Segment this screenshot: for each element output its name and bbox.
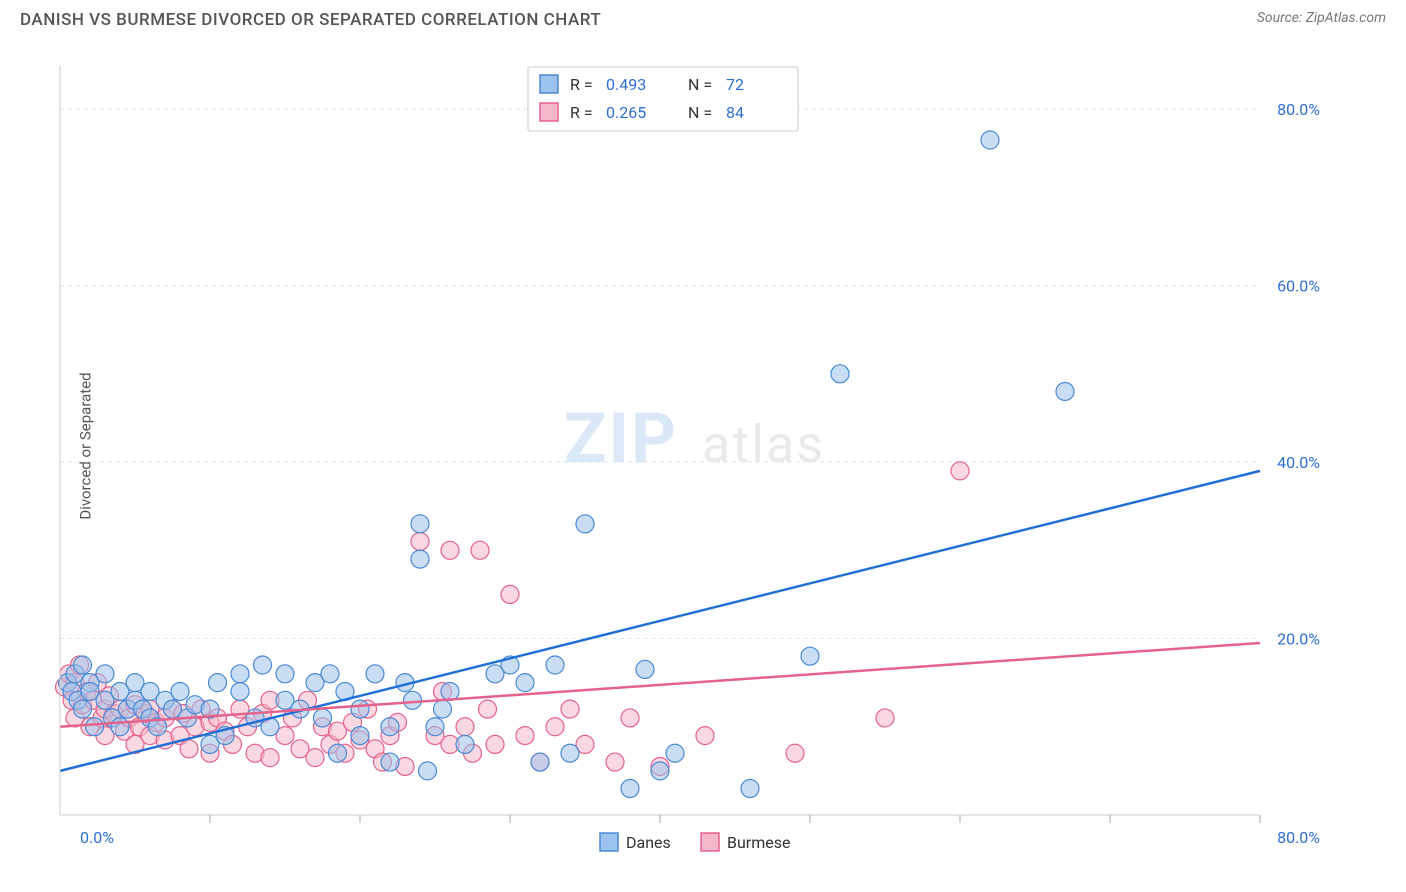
legend-r-value: 0.493 xyxy=(606,75,646,94)
legend-n-label: N = xyxy=(688,103,712,122)
danes-point xyxy=(276,665,294,683)
legend-swatch xyxy=(540,75,558,93)
burmese-point xyxy=(516,727,534,745)
burmese-point xyxy=(696,727,714,745)
y-tick-label: 20.0% xyxy=(1277,630,1320,649)
danes-point xyxy=(404,691,422,709)
burmese-point xyxy=(561,700,579,718)
burmese-point xyxy=(261,749,279,767)
danes-point xyxy=(516,674,534,692)
danes-point xyxy=(801,647,819,665)
danes-point xyxy=(329,744,347,762)
burmese-point xyxy=(456,718,474,736)
burmese-point xyxy=(606,753,624,771)
burmese-point xyxy=(546,718,564,736)
danes-point xyxy=(171,682,189,700)
burmese-point xyxy=(306,749,324,767)
burmese-point xyxy=(951,462,969,480)
danes-point xyxy=(741,780,759,798)
chart-area: 20.0%40.0%60.0%80.0%ZIPatlas0.0%80.0%R =… xyxy=(55,60,1335,830)
legend-r-label: R = xyxy=(570,75,593,94)
danes-point xyxy=(381,718,399,736)
burmese-point xyxy=(411,532,429,550)
y-tick-label: 40.0% xyxy=(1277,453,1320,472)
danes-point xyxy=(621,780,639,798)
y-tick-label: 80.0% xyxy=(1277,100,1320,119)
danes-point xyxy=(74,656,92,674)
y-tick-label: 60.0% xyxy=(1277,277,1320,296)
legend-series-label: Danes xyxy=(626,833,671,852)
danes-point xyxy=(351,727,369,745)
legend-n-value: 72 xyxy=(726,75,744,94)
danes-point xyxy=(351,700,369,718)
watermark: ZIP xyxy=(564,398,678,480)
danes-point xyxy=(74,700,92,718)
legend-r-label: R = xyxy=(570,103,593,122)
danes-point xyxy=(209,674,227,692)
danes-point xyxy=(411,515,429,533)
danes-point xyxy=(231,682,249,700)
danes-point xyxy=(546,656,564,674)
legend-n-value: 84 xyxy=(726,103,744,122)
x-tick-label: 0.0% xyxy=(80,828,114,847)
danes-point xyxy=(651,762,669,780)
danes-point xyxy=(636,660,654,678)
danes-point xyxy=(111,718,129,736)
danes-point xyxy=(426,718,444,736)
x-tick-label: 80.0% xyxy=(1277,828,1320,847)
danes-point xyxy=(231,665,249,683)
danes-point xyxy=(381,753,399,771)
burmese-point xyxy=(441,541,459,559)
danes-point xyxy=(981,131,999,149)
legend-swatch xyxy=(540,103,558,121)
burmese-point xyxy=(479,700,497,718)
danes-point xyxy=(441,682,459,700)
burmese-point xyxy=(180,740,198,758)
danes-point xyxy=(411,550,429,568)
danes-point xyxy=(366,665,384,683)
legend-swatch xyxy=(701,833,719,851)
burmese-point xyxy=(501,585,519,603)
legend-r-value: 0.265 xyxy=(606,103,646,122)
watermark: atlas xyxy=(702,414,825,475)
danes-point xyxy=(419,762,437,780)
burmese-point xyxy=(621,709,639,727)
legend-n-label: N = xyxy=(688,75,712,94)
danes-point xyxy=(1056,382,1074,400)
source-label: Source: ZipAtlas.com xyxy=(1257,10,1386,26)
danes-point xyxy=(531,753,549,771)
danes-point xyxy=(456,735,474,753)
danes-point xyxy=(434,700,452,718)
danes-point xyxy=(86,718,104,736)
danes-point xyxy=(576,515,594,533)
danes-point xyxy=(666,744,684,762)
danes-point xyxy=(831,365,849,383)
legend-stats-box xyxy=(528,67,798,131)
burmese-point xyxy=(876,709,894,727)
danes-point xyxy=(96,665,114,683)
burmese-point xyxy=(486,735,504,753)
burmese-point xyxy=(471,541,489,559)
danes-point xyxy=(254,656,272,674)
chart-title: DANISH VS BURMESE DIVORCED OR SEPARATED … xyxy=(20,10,601,30)
danes-point xyxy=(314,709,332,727)
danes-point xyxy=(321,665,339,683)
danes-point xyxy=(561,744,579,762)
legend-series-label: Burmese xyxy=(727,833,790,852)
chart-svg: 20.0% 40.0% 60.0% 80.0% ZIP atlas 0.0% 80.0% R =… xyxy=(55,60,1335,860)
legend-swatch xyxy=(600,833,618,851)
danes-trendline xyxy=(60,471,1260,771)
burmese-point xyxy=(786,744,804,762)
